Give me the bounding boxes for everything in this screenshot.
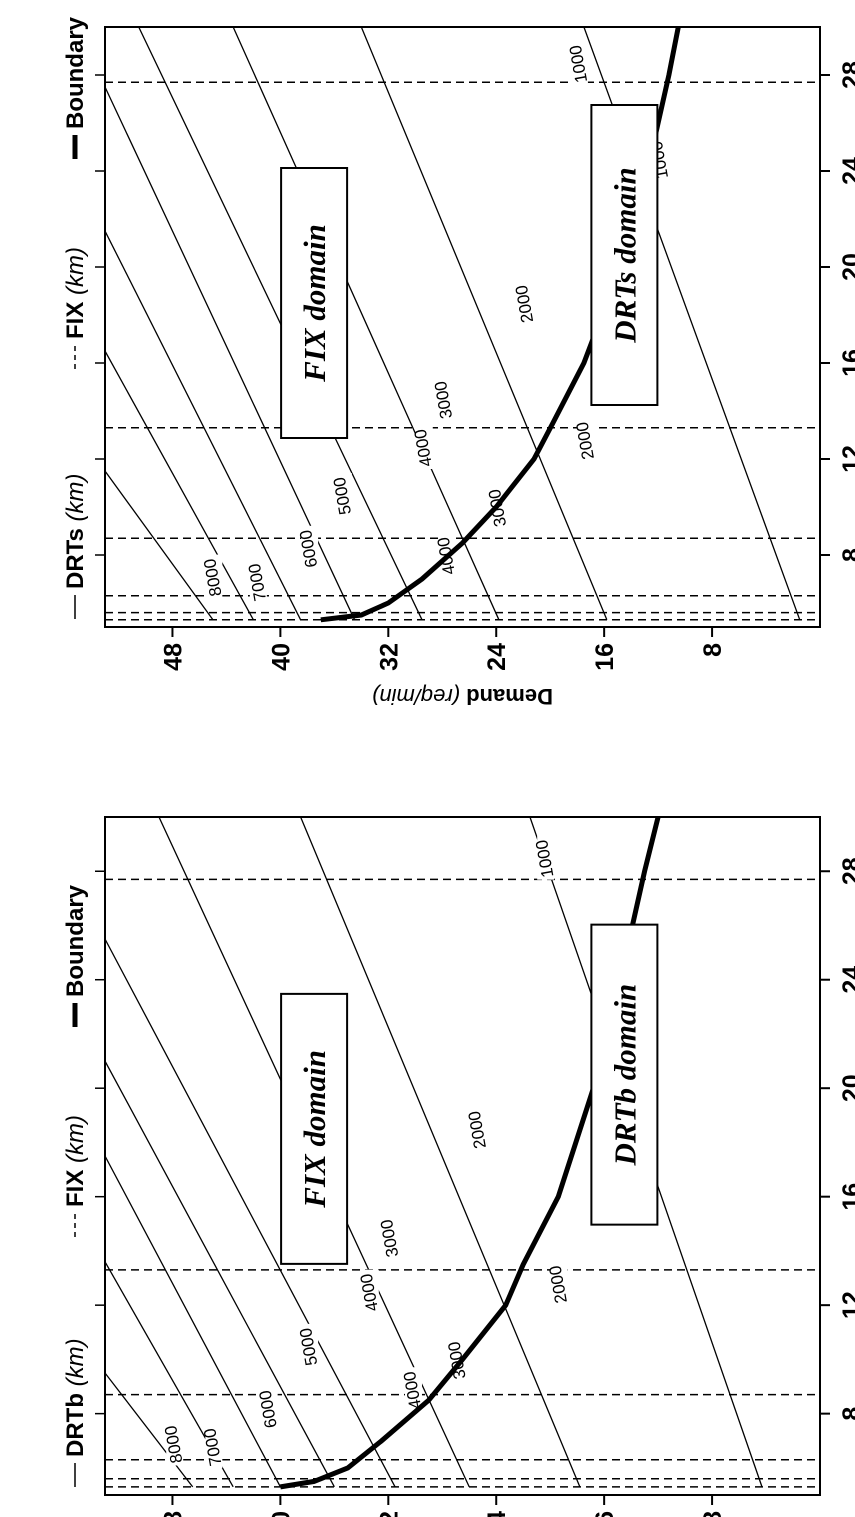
contour-label-bg [249, 559, 267, 604]
drt-domain-label: DRTs domain [607, 167, 642, 343]
y-tick-label: 8 [699, 1511, 727, 1517]
x-tick-label: 28 [838, 857, 855, 885]
contour-label-bg [334, 473, 352, 517]
x-tick-label: 12 [838, 445, 855, 473]
contour-label-bg [570, 41, 588, 85]
contour-label-bg [436, 377, 454, 421]
legend-name: DRTs [62, 521, 89, 589]
y-axis-title: Demand [460, 684, 553, 709]
drt-contour-line [105, 470, 214, 621]
contour-label-bg [382, 1215, 400, 1260]
legend-name: FIX [62, 295, 89, 339]
legend: DRTs (km)FIX (km)Boundary [62, 16, 89, 619]
x-tick-label: 24 [838, 966, 855, 994]
plot-frame [104, 816, 821, 1496]
legend-entry: Boundary [62, 884, 89, 997]
legend-entry: Boundary [62, 16, 89, 129]
legend-name: FIX [62, 1163, 89, 1207]
contour-label-bg [469, 1106, 487, 1151]
y-tick-label: 40 [267, 643, 295, 671]
drt-contour-line [105, 1372, 194, 1488]
drt-contour-line [105, 350, 254, 621]
x-tick-label: 20 [838, 253, 855, 281]
contour-label-bg [404, 1367, 422, 1412]
plot-frame [104, 26, 821, 628]
contour-label-bg [516, 281, 534, 325]
y-tick-label: 16 [591, 643, 619, 671]
x-tick-label: 12 [838, 1291, 855, 1319]
legend-name: Boundary [62, 16, 89, 129]
drt-domain-label: DRTb domain [607, 984, 642, 1167]
legend-entry: FIX (km) [62, 1115, 89, 1207]
plot-area: 1000100020002000300040003000400050006000… [105, 27, 820, 623]
domain-label-box [280, 167, 349, 439]
domain-label-box [590, 104, 659, 406]
legend-unit: (km) [62, 1115, 89, 1163]
y-tick-label: 48 [159, 1511, 187, 1517]
contour-label-bg [260, 1386, 278, 1431]
legend-unit: (km) [62, 1338, 89, 1386]
legend-name: DRTb [62, 1386, 89, 1457]
x-tick-label: 24 [838, 157, 855, 185]
y-axis-label: Demand (req/min) [372, 684, 553, 709]
y-tick-label: 32 [375, 643, 403, 671]
contour-label-bg [301, 525, 319, 570]
drt-contour-line [105, 1155, 281, 1488]
legend-name: Boundary [62, 884, 89, 997]
chart-panel: 8121620242881624324048Wait state (min)De… [62, 816, 855, 1517]
drt-contour-line [300, 817, 581, 1488]
legend-entry: FIX (km) [62, 247, 89, 339]
legend-unit: (km) [62, 247, 89, 295]
drt-contour-line [360, 27, 608, 621]
x-tick-label: 16 [838, 1183, 855, 1211]
contour-label-bg [166, 1421, 184, 1466]
drt-contour-line [105, 1060, 335, 1488]
drt-contour-line [105, 230, 302, 621]
contour-label-bg [577, 417, 595, 462]
fix-domain-label: FIX domain [297, 1050, 332, 1209]
y-tick-label: 16 [591, 1511, 619, 1517]
contour-label-bg [205, 554, 223, 599]
contour-label-bg [550, 1261, 568, 1306]
legend-entry: DRTs (km) [62, 473, 89, 589]
chart-panel: 8121620242881624324048Wait state (min)De… [62, 16, 855, 709]
contour-label-bg [361, 1269, 379, 1314]
domain-label-box [280, 992, 349, 1265]
legend: DRTb (km)FIX (km)Boundary [62, 884, 89, 1487]
x-tick-label: 16 [838, 349, 855, 377]
plot-area: 1000100020002000300040003000400050006000… [105, 817, 820, 1490]
y-tick-label: 24 [483, 643, 511, 671]
y-tick-label: 48 [159, 643, 187, 671]
drt-contour-line [232, 27, 500, 621]
x-tick-label: 8 [838, 1407, 855, 1421]
y-tick-label: 8 [699, 643, 727, 657]
domain-label-box [590, 923, 659, 1226]
legend-entry: DRTb (km) [62, 1338, 89, 1457]
contour-label-bg [537, 835, 555, 880]
drt-contour-line [105, 938, 396, 1488]
legend-unit: (km) [62, 473, 89, 521]
contour-label-bg [301, 1323, 319, 1368]
contour-label-bg [205, 1424, 223, 1469]
y-tick-label: 40 [267, 1511, 295, 1517]
contour-label-bg [415, 425, 433, 469]
y-axis-unit: (req/min) [372, 684, 460, 709]
x-tick-label: 8 [838, 548, 855, 562]
fix-domain-label: FIX domain [297, 224, 332, 383]
y-tick-label: 32 [375, 1511, 403, 1517]
x-tick-label: 28 [838, 61, 855, 89]
x-tick-label: 20 [838, 1074, 855, 1102]
y-tick-label: 24 [483, 1511, 511, 1517]
